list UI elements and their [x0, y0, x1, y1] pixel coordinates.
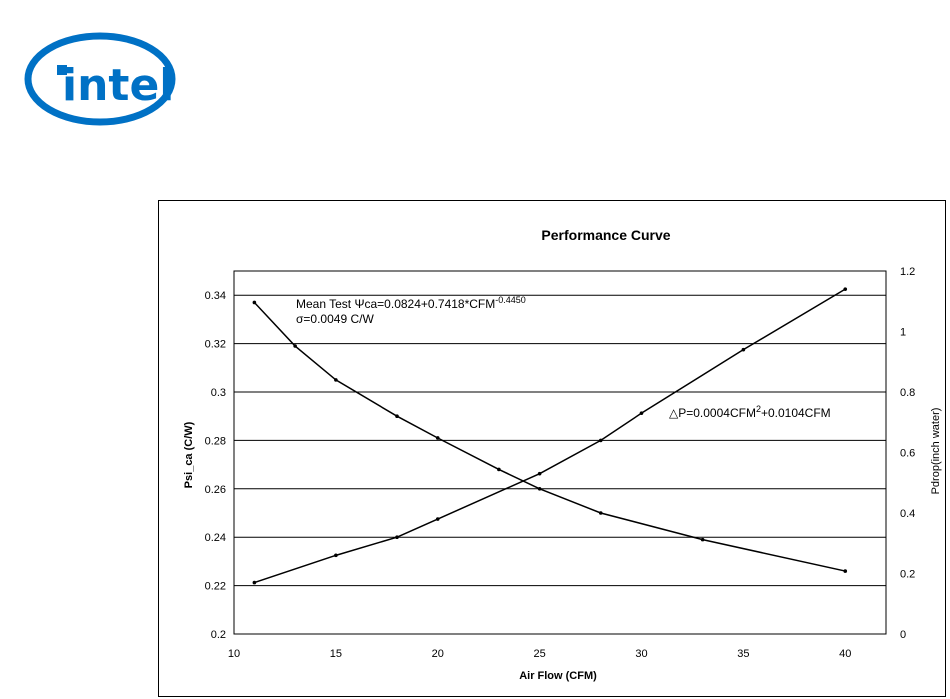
y2-tick-label: 1.2 — [900, 266, 915, 278]
annotation-fit-equation: Mean Test Ψca=0.0824+0.7418*CFM-0.4450 — [296, 295, 526, 311]
series-line-1 — [253, 301, 846, 572]
intel-logo: intel — [24, 32, 176, 126]
x-axis-title: Air Flow (CFM) — [519, 670, 597, 682]
annotation-pressure-drop: △P=0.0004CFM2+0.0104CFM — [669, 404, 831, 420]
data-point — [334, 378, 338, 382]
logo-swoosh — [24, 32, 176, 126]
x-axis-ticks: 10 15 20 25 30 35 40 — [228, 648, 852, 660]
y-tick-label: 0.32 — [205, 339, 226, 351]
y2-tick-label: 0.2 — [900, 569, 915, 581]
y2-axis-ticks: 0 0.2 0.4 0.6 0.8 1 1.2 — [900, 266, 915, 641]
data-point — [700, 537, 705, 542]
data-point — [598, 438, 603, 443]
annotation-sigma: σ=0.0049 C/W — [296, 312, 374, 326]
y2-tick-label: 0 — [900, 629, 906, 641]
y-tick-label: 0.26 — [205, 484, 226, 496]
data-point — [497, 467, 501, 472]
data-point — [252, 580, 257, 585]
x-tick-label: 40 — [839, 648, 851, 660]
data-point — [598, 511, 603, 515]
chart-frame: Performance Curve 0.2 0.22 0.24 0.26 0.28 0.3… — [158, 200, 946, 697]
data-point — [537, 471, 542, 476]
x-tick-label: 30 — [635, 648, 647, 660]
logo-text: intel — [62, 60, 174, 111]
x-tick-label: 10 — [228, 648, 240, 660]
data-point — [334, 553, 338, 558]
x-tick-label: 15 — [330, 648, 342, 660]
y-axis-title: Psi_ca (C/W) — [183, 421, 195, 488]
data-point — [395, 535, 399, 539]
y-tick-label: 0.2 — [211, 629, 226, 641]
y2-tick-label: 0.8 — [900, 387, 915, 399]
plot-area — [233, 270, 887, 635]
y2-tick-label: 1 — [900, 327, 906, 339]
y2-axis-title: Pdrop(inch water) — [930, 408, 942, 495]
y-axis-ticks: 0.2 0.22 0.24 0.26 0.28 0.3 0.32 0.34 — [205, 290, 226, 641]
y-tick-label: 0.22 — [205, 581, 226, 593]
data-point — [435, 517, 440, 521]
data-point — [843, 287, 848, 291]
y-tick-label: 0.3 — [211, 387, 226, 399]
y-tick-label: 0.24 — [205, 532, 226, 544]
data-point — [639, 411, 644, 415]
x-tick-label: 35 — [737, 648, 749, 660]
data-point — [537, 487, 542, 491]
y-tick-label: 0.34 — [205, 290, 226, 302]
data-point — [252, 300, 257, 305]
series-line-2 — [254, 288, 846, 584]
data-point — [741, 347, 746, 352]
chart-title: Performance Curve — [541, 227, 670, 243]
data-point — [293, 344, 297, 348]
data-point — [435, 436, 440, 440]
y2-tick-label: 0.6 — [900, 448, 915, 460]
x-tick-label: 20 — [432, 648, 444, 660]
performance-chart: Performance Curve 0.2 0.22 0.24 0.26 0.28 0.3… — [183, 227, 942, 682]
data-point — [395, 414, 399, 418]
data-point — [843, 569, 848, 573]
x-tick-label: 25 — [534, 648, 546, 660]
y-tick-label: 0.28 — [205, 435, 226, 447]
series-lines — [252, 287, 848, 585]
logo-dot — [57, 65, 67, 75]
y2-tick-label: 0.4 — [900, 508, 915, 520]
grid-lines — [234, 294, 886, 587]
